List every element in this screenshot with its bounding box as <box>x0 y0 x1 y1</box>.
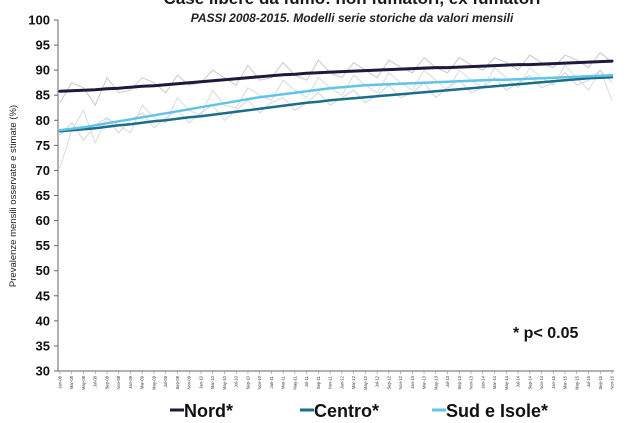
x-tick-label: Jul-14 <box>516 375 521 387</box>
x-tick-label: Jan-15 <box>551 375 556 388</box>
x-tick-label: Jan-11 <box>269 375 274 388</box>
significance-note: * p< 0.05 <box>513 325 578 342</box>
x-tick-label: Jul-09 <box>163 375 168 387</box>
x-tick-label: Jul-15 <box>586 375 591 387</box>
x-tick-label: Jan-12 <box>339 375 344 388</box>
x-tick-label: Nov-15 <box>610 375 615 389</box>
x-tick-label: Nov-10 <box>257 375 262 389</box>
x-tick-label: Sep-15 <box>598 375 603 389</box>
y-axis-label: Prevalenze mensili osservate e stimate (… <box>8 105 19 287</box>
x-tick-label: Mar-15 <box>563 375 568 389</box>
x-tick-label: Mar-11 <box>281 375 286 389</box>
x-tick-label: Jul-11 <box>304 375 309 387</box>
y-tick-label: 75 <box>36 138 50 153</box>
x-tick-label: Sep-12 <box>386 375 391 389</box>
x-tick-label: Nov-12 <box>398 375 403 389</box>
x-tick-label: May-13 <box>433 375 438 390</box>
legend-label-centro: Centro* <box>314 401 379 421</box>
x-tick-label: May-12 <box>363 375 368 390</box>
observed-line-0 <box>59 51 613 107</box>
x-tick-label: Mar-09 <box>140 375 145 389</box>
x-tick-label: May-10 <box>222 375 227 390</box>
x-tick-label: Mar-14 <box>492 375 497 389</box>
x-tick-label: Jul-12 <box>375 375 380 387</box>
observed-line-1 <box>59 69 613 142</box>
x-tick-label: Jan-09 <box>128 375 133 388</box>
observed-series <box>59 51 613 169</box>
x-tick-label: Sep-08 <box>104 375 109 389</box>
x-tick-label: Sep-09 <box>175 375 180 389</box>
x-tick-label: Sep-10 <box>245 375 250 389</box>
series-line-sud <box>58 73 614 132</box>
x-tick-label: Jul-13 <box>445 375 450 387</box>
x-tick-label: Nov-09 <box>187 375 192 389</box>
chart-title: Case libere da fumo: non fumatori, ex fu… <box>164 0 541 8</box>
x-tick-label: Jan-10 <box>198 375 203 388</box>
x-tick-label: Mar-10 <box>210 375 215 389</box>
x-tick-label: Sep-14 <box>527 375 532 389</box>
legend-label-nord: Nord* <box>184 401 233 421</box>
y-tick-label: 60 <box>36 213 50 228</box>
x-axis: Jan-08 Mar-08 May-08 Jul-08 Sep-08 Nov-08 Jan-… <box>58 370 615 390</box>
x-tick-label: Nov-14 <box>539 375 544 389</box>
x-tick-label: Mar-13 <box>422 375 427 389</box>
y-axis: 30 35 40 45 50 55 60 65 70 75 80 85 90 95 100 <box>28 13 59 379</box>
x-tick-label: Mar-08 <box>69 375 74 389</box>
legend-label-sud: Sud e Isole* <box>446 401 548 421</box>
chart-subtitle: PASSI 2008-2015. Modelli serie storiche … <box>191 11 514 25</box>
x-tick-label: May-11 <box>292 375 297 389</box>
y-tick-label: 70 <box>36 163 50 178</box>
x-tick-label: Jan-08 <box>58 375 63 388</box>
x-tick-label: May-14 <box>504 375 509 390</box>
y-tick-label: 95 <box>36 38 50 53</box>
x-tick-label: May-09 <box>151 375 156 390</box>
series-line-centro <box>58 75 614 133</box>
y-tick-label: 90 <box>36 63 50 78</box>
x-tick-label: Jan-14 <box>480 375 485 388</box>
x-tick-label: Jan-13 <box>410 375 415 388</box>
legend: Nord* Centro* Sud e Isole* <box>170 401 548 421</box>
y-tick-label: 65 <box>36 188 50 203</box>
x-tick-label: Mar-12 <box>351 375 356 389</box>
y-tick-label: 45 <box>36 288 50 303</box>
x-tick-label: Nov-11 <box>328 375 333 389</box>
x-tick-label: Jul-10 <box>234 375 239 387</box>
fitted-series <box>58 59 614 133</box>
y-tick-label: 85 <box>36 88 50 103</box>
x-tick-label: Nov-13 <box>469 375 474 389</box>
x-tick-label: Jul-08 <box>93 375 98 387</box>
y-tick-label: 35 <box>36 338 50 353</box>
x-tick-label: May-15 <box>574 375 579 390</box>
y-tick-label: 50 <box>36 263 50 278</box>
y-tick-label: 30 <box>36 364 50 379</box>
x-tick-label: May-08 <box>81 375 86 390</box>
x-tick-label: Nov-08 <box>116 375 121 389</box>
y-tick-label: 40 <box>36 313 50 328</box>
x-tick-label: Sep-11 <box>316 375 321 389</box>
y-tick-label: 100 <box>28 13 50 28</box>
x-tick-label: Sep-13 <box>457 375 462 389</box>
y-tick-label: 80 <box>36 113 50 128</box>
series-line-nord <box>58 59 614 93</box>
y-tick-label: 55 <box>36 238 50 253</box>
